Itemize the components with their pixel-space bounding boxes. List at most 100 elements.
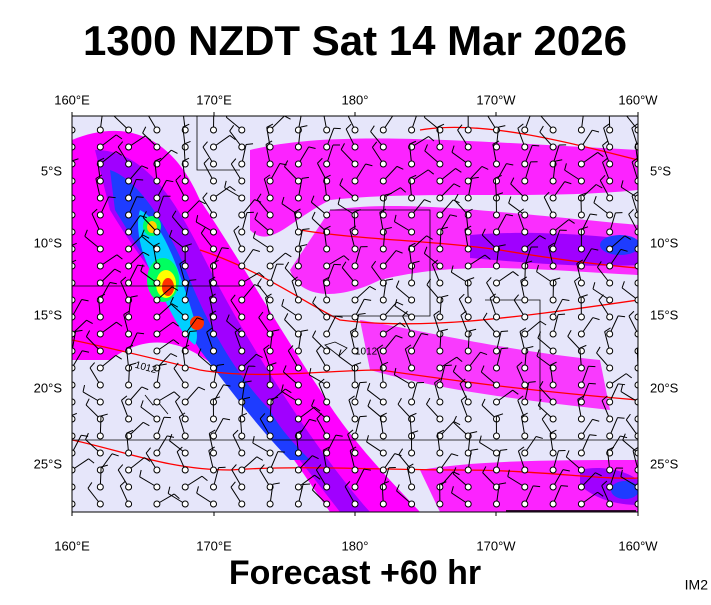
barb-station [295, 348, 301, 354]
barb-station [97, 467, 103, 473]
barb-station [239, 263, 245, 269]
barb-station [295, 212, 301, 218]
lon-label-bottom: 170°E [196, 538, 232, 553]
barb-station [409, 314, 415, 320]
lat-label-right: 20°S [650, 380, 679, 395]
barb-station [380, 195, 386, 201]
barb-station [324, 484, 330, 490]
barb-station [126, 280, 132, 286]
barb-station [522, 399, 528, 405]
barb-station [409, 501, 415, 507]
barb-station [97, 416, 103, 422]
barb-station [578, 365, 584, 371]
barb-station [494, 178, 500, 184]
barb-station [352, 229, 358, 235]
barb-station [295, 484, 301, 490]
barb-station [126, 178, 132, 184]
barb-station [578, 416, 584, 422]
barb-station [211, 314, 217, 320]
barb-station [154, 484, 160, 490]
barb-station [409, 229, 415, 235]
barb-station [154, 501, 160, 507]
barb-station [97, 382, 103, 388]
barb-station [437, 399, 443, 405]
barb-station [211, 433, 217, 439]
barb-station [409, 331, 415, 337]
barb-station [267, 229, 273, 235]
barb-station [211, 348, 217, 354]
barb-shaft [61, 283, 72, 300]
barb-station [239, 416, 245, 422]
barb-flag [561, 486, 568, 487]
barb-station [437, 365, 443, 371]
barb-station [607, 484, 613, 490]
barb-station [182, 382, 188, 388]
barb-station [550, 297, 556, 303]
barb-flag [501, 331, 508, 332]
barb-station [380, 450, 386, 456]
barb-station [239, 229, 245, 235]
barb-station [126, 331, 132, 337]
barb-station [295, 314, 301, 320]
barb-station [465, 246, 471, 252]
barb-station [97, 501, 103, 507]
image-id: IM2 [685, 577, 709, 593]
barb-flag [653, 338, 659, 342]
barb-station [126, 501, 132, 507]
barb-station [465, 195, 471, 201]
barb-station [324, 297, 330, 303]
barb-station [97, 399, 103, 405]
barb-shaft [62, 402, 72, 419]
barb-station [578, 212, 584, 218]
barb-station [607, 416, 613, 422]
barb-flag [278, 452, 285, 453]
barb-flag [66, 226, 72, 230]
barb-station [211, 297, 217, 303]
barb-station [295, 382, 301, 388]
barb-station [494, 331, 500, 337]
barb-station [494, 229, 500, 235]
barb-station [324, 365, 330, 371]
barb-station [522, 127, 528, 133]
barb-station [465, 178, 471, 184]
barb-station [550, 229, 556, 235]
barb-station [494, 263, 500, 269]
barb-station [522, 280, 528, 286]
barb-station [380, 484, 386, 490]
barb-station [324, 127, 330, 133]
barb-station [409, 348, 415, 354]
barb-station [409, 365, 415, 371]
barb-station [154, 212, 160, 218]
barb-station [465, 127, 471, 133]
barb-station [239, 246, 245, 252]
barb-station [352, 161, 358, 167]
barb-station [352, 195, 358, 201]
barb-station [239, 501, 245, 507]
barb-station [578, 467, 584, 473]
barb-flag [103, 109, 110, 110]
barb-station [607, 246, 613, 252]
barb-station [295, 365, 301, 371]
barb-station [239, 399, 245, 405]
barb-station [324, 246, 330, 252]
barb-station [126, 416, 132, 422]
barb-station [239, 280, 245, 286]
barb-station [437, 501, 443, 507]
barb-flag [59, 194, 63, 200]
barb-station [578, 280, 584, 286]
barb-station [182, 314, 188, 320]
barb-station [154, 144, 160, 150]
barb-station [409, 450, 415, 456]
barb-station [211, 331, 217, 337]
barb-station [607, 348, 613, 354]
barb-station [97, 212, 103, 218]
barb-station [550, 467, 556, 473]
barb-station [97, 365, 103, 371]
barb-flag [56, 129, 58, 136]
barb-station [154, 399, 160, 405]
lon-label-top: 170°E [196, 92, 232, 107]
barb-station [211, 263, 217, 269]
barb-station [126, 399, 132, 405]
barb-station [380, 161, 386, 167]
barb-station [494, 433, 500, 439]
